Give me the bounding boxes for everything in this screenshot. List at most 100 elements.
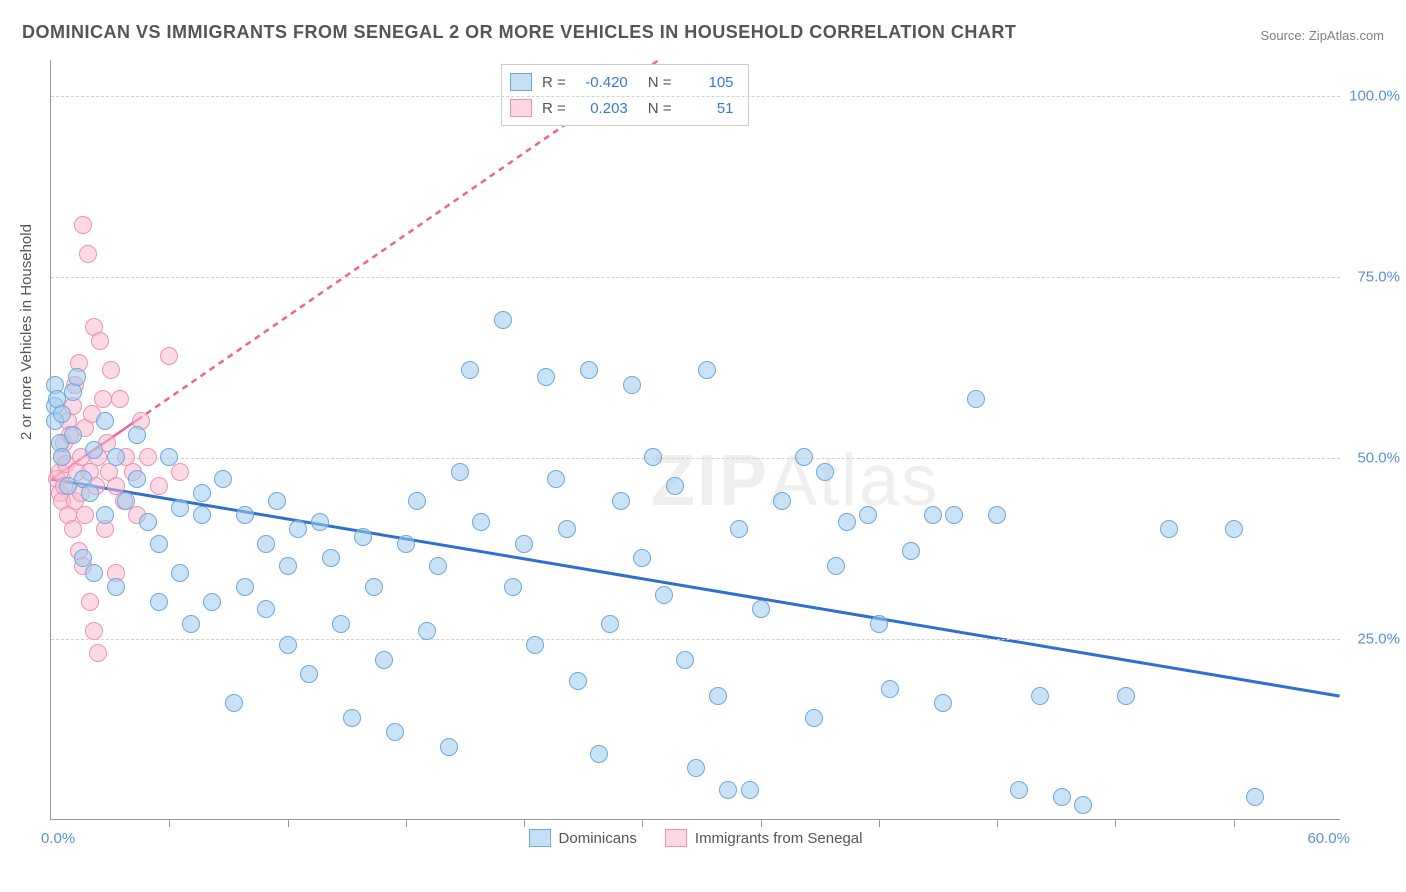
gridline xyxy=(51,96,1340,97)
data-point-blue xyxy=(279,557,297,575)
data-point-blue xyxy=(311,513,329,531)
legend: Dominicans Immigrants from Senegal xyxy=(529,829,863,847)
r-label: R = xyxy=(542,100,566,117)
data-point-blue xyxy=(81,484,99,502)
n-value-pink: 51 xyxy=(682,100,734,117)
data-point-blue xyxy=(203,593,221,611)
data-point-pink xyxy=(94,390,112,408)
data-point-blue xyxy=(934,694,952,712)
gridline xyxy=(51,458,1340,459)
chart-plot-area: ZIPAtlas R = -0.420 N = 105 R = 0.203 N … xyxy=(50,60,1340,820)
data-point-blue xyxy=(408,492,426,510)
r-label: R = xyxy=(542,74,566,91)
swatch-pink xyxy=(510,99,532,117)
legend-label-blue: Dominicans xyxy=(559,830,637,847)
n-value-blue: 105 xyxy=(682,74,734,91)
swatch-blue xyxy=(510,73,532,91)
data-point-pink xyxy=(111,390,129,408)
data-point-pink xyxy=(85,622,103,640)
data-point-blue xyxy=(547,470,565,488)
data-point-blue xyxy=(386,723,404,741)
data-point-blue xyxy=(795,448,813,466)
data-point-blue xyxy=(354,528,372,546)
data-point-blue xyxy=(193,484,211,502)
data-point-pink xyxy=(139,448,157,466)
x-tick xyxy=(997,819,998,827)
legend-swatch-pink xyxy=(665,829,687,847)
data-point-blue xyxy=(1246,788,1264,806)
data-point-blue xyxy=(85,564,103,582)
data-point-blue xyxy=(53,448,71,466)
data-point-blue xyxy=(805,709,823,727)
correlation-row-pink: R = 0.203 N = 51 xyxy=(510,95,734,121)
data-point-blue xyxy=(612,492,630,510)
data-point-pink xyxy=(160,347,178,365)
data-point-blue xyxy=(1117,687,1135,705)
data-point-blue xyxy=(96,506,114,524)
data-point-blue xyxy=(150,593,168,611)
data-point-blue xyxy=(558,520,576,538)
x-tick xyxy=(879,819,880,827)
data-point-blue xyxy=(741,781,759,799)
data-point-blue xyxy=(537,368,555,386)
data-point-blue xyxy=(1160,520,1178,538)
data-point-blue xyxy=(289,520,307,538)
x-tick xyxy=(169,819,170,827)
x-axis-max-label: 60.0% xyxy=(1307,830,1350,847)
data-point-blue xyxy=(1010,781,1028,799)
data-point-blue xyxy=(633,549,651,567)
data-point-pink xyxy=(171,463,189,481)
x-tick xyxy=(406,819,407,827)
data-point-blue xyxy=(236,578,254,596)
data-point-blue xyxy=(666,477,684,495)
data-point-blue xyxy=(601,615,619,633)
data-point-blue xyxy=(257,535,275,553)
y-tick-label: 25.0% xyxy=(1357,631,1400,648)
r-value-pink: 0.203 xyxy=(576,100,628,117)
data-point-blue xyxy=(236,506,254,524)
data-point-blue xyxy=(68,368,86,386)
data-point-blue xyxy=(924,506,942,524)
correlation-row-blue: R = -0.420 N = 105 xyxy=(510,69,734,95)
data-point-blue xyxy=(128,426,146,444)
data-point-blue xyxy=(472,513,490,531)
data-point-blue xyxy=(827,557,845,575)
data-point-blue xyxy=(343,709,361,727)
data-point-blue xyxy=(569,672,587,690)
chart-title: DOMINICAN VS IMMIGRANTS FROM SENEGAL 2 O… xyxy=(22,22,1016,43)
data-point-blue xyxy=(881,680,899,698)
data-point-blue xyxy=(902,542,920,560)
data-point-blue xyxy=(773,492,791,510)
data-point-blue xyxy=(182,615,200,633)
data-point-blue xyxy=(225,694,243,712)
data-point-blue xyxy=(375,651,393,669)
x-tick xyxy=(288,819,289,827)
data-point-blue xyxy=(1074,796,1092,814)
data-point-blue xyxy=(53,405,71,423)
data-point-blue xyxy=(451,463,469,481)
data-point-blue xyxy=(730,520,748,538)
legend-item-senegal: Immigrants from Senegal xyxy=(665,829,863,847)
data-point-blue xyxy=(838,513,856,531)
n-label: N = xyxy=(648,74,672,91)
data-point-blue xyxy=(526,636,544,654)
data-point-pink xyxy=(89,644,107,662)
data-point-pink xyxy=(76,506,94,524)
data-point-blue xyxy=(623,376,641,394)
data-point-blue xyxy=(429,557,447,575)
data-point-blue xyxy=(1225,520,1243,538)
y-axis-title: 2 or more Vehicles in Household xyxy=(18,224,35,440)
legend-item-dominicans: Dominicans xyxy=(529,829,637,847)
data-point-blue xyxy=(418,622,436,640)
data-point-blue xyxy=(171,499,189,517)
data-point-blue xyxy=(268,492,286,510)
data-point-blue xyxy=(945,506,963,524)
data-point-blue xyxy=(257,600,275,618)
data-point-blue xyxy=(870,615,888,633)
data-point-blue xyxy=(676,651,694,669)
gridline xyxy=(51,639,1340,640)
y-tick-label: 100.0% xyxy=(1349,88,1400,105)
source-attribution: Source: ZipAtlas.com xyxy=(1260,28,1384,43)
data-point-blue xyxy=(655,586,673,604)
data-point-blue xyxy=(397,535,415,553)
